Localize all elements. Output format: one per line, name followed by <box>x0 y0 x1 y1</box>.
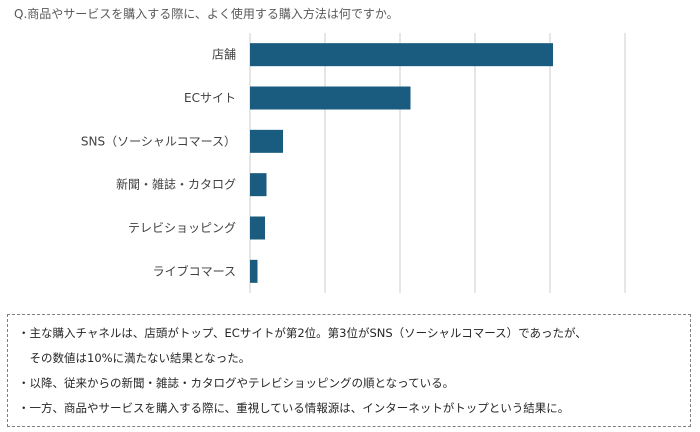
bar <box>250 43 553 67</box>
bar <box>250 259 258 283</box>
category-label: SNS（ソーシャルコマース） <box>81 134 236 148</box>
bar <box>250 86 411 110</box>
note-line: ・一方、商品やサービスを購入する際に、重視している情報源は、インターネットがトッ… <box>18 401 570 415</box>
question-title: Q.商品やサービスを購入する際に、よく使用する購入方法は何ですか。 <box>14 7 399 21</box>
category-label: ECサイト <box>184 91 236 105</box>
bar <box>250 173 267 197</box>
notes-box: ・主な購入チャネルは、店頭がトップ、ECサイトが第2位。第3位がSNS（ソーシャ… <box>7 314 691 427</box>
category-label: 店舗 <box>212 48 236 62</box>
bar <box>250 129 283 153</box>
category-label: テレビショッピング <box>128 221 236 235</box>
bar-chart: 店舗 ECサイト SNS（ソーシャルコマース） 新聞・雑誌・カタログテレビショッピング… <box>81 33 626 293</box>
category-label: ライブコマース <box>153 263 236 278</box>
bar <box>250 216 265 240</box>
note-line: ・以降、従来からの新聞・雑誌・カタログやテレビショッピングの順となっている。 <box>18 376 455 390</box>
note-line: その数値は10%に満たない結果となった。 <box>18 351 251 365</box>
category-label: 新聞・雑誌・カタログ <box>116 177 236 192</box>
note-line: ・主な購入チャネルは、店頭がトップ、ECサイトが第2位。第3位がSNS（ソーシャ… <box>18 326 587 340</box>
